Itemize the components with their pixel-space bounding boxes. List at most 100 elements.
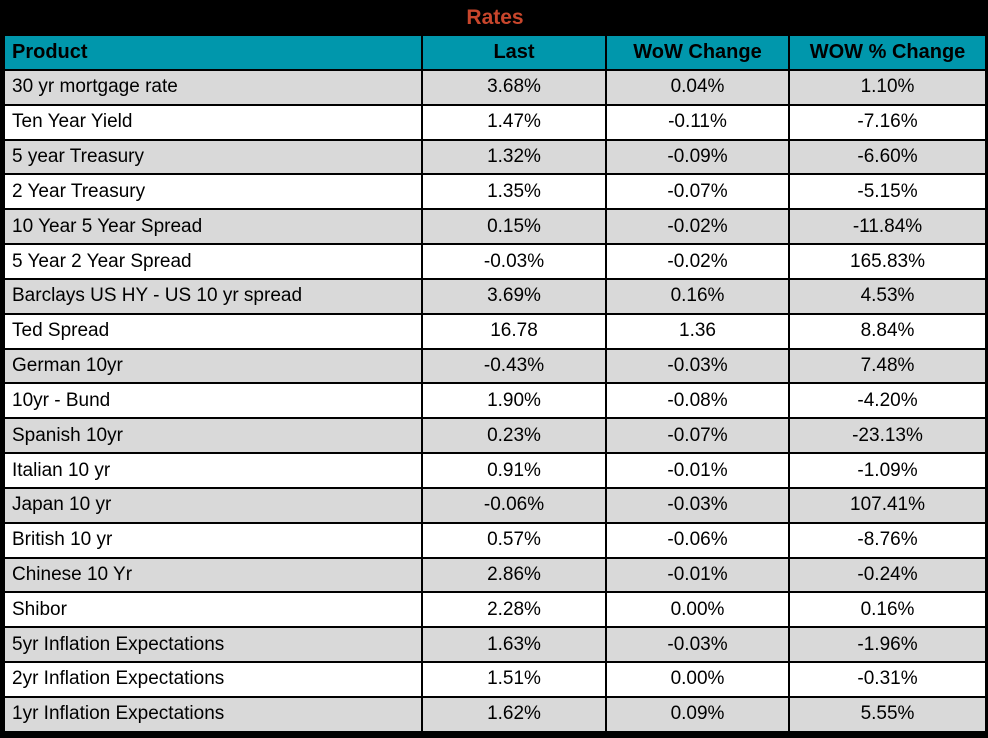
cell-wow-change: 0.00% [605, 661, 790, 698]
cell-wow-change: -0.01% [605, 556, 790, 594]
cell-wow-pct-change: -4.20% [787, 382, 985, 420]
cell-wow-pct-change: 8.84% [787, 312, 985, 350]
cell-wow-change: -0.02% [605, 243, 790, 280]
cell-last: -0.03% [421, 243, 607, 280]
cell-product: 10yr - Bund [3, 382, 423, 420]
cell-wow-change: 1.36 [605, 312, 790, 350]
table-row: Italian 10 yr 0.91% -0.01% -1.09% [3, 452, 985, 489]
cell-wow-pct-change: 5.55% [787, 695, 985, 733]
cell-product: German 10yr [3, 347, 423, 385]
cell-product: 10 Year 5 Year Spread [3, 208, 423, 246]
cell-last: 1.35% [421, 173, 607, 211]
cell-wow-pct-change: 0.16% [787, 591, 985, 629]
table-row: Japan 10 yr -0.06% -0.03% 107.41% [3, 486, 985, 524]
cell-product: 1yr Inflation Expectations [3, 695, 423, 733]
cell-wow-change: -0.09% [605, 138, 790, 176]
table-title: Rates [4, 0, 985, 36]
cell-last: 0.23% [421, 417, 607, 455]
table-row: 5 year Treasury 1.32% -0.09% -6.60% [3, 138, 985, 176]
cell-product: Ten Year Yield [3, 103, 423, 141]
table-row: 5yr Inflation Expectations 1.63% -0.03% … [3, 626, 985, 664]
cell-product: 5 year Treasury [3, 138, 423, 176]
cell-wow-change: 0.00% [605, 591, 790, 629]
cell-wow-change: -0.11% [605, 103, 790, 141]
cell-last: 1.47% [421, 103, 607, 141]
cell-wow-pct-change: -0.24% [787, 556, 985, 594]
cell-product: Ted Spread [3, 312, 423, 350]
cell-wow-pct-change: -1.96% [787, 626, 985, 664]
cell-wow-pct-change: -7.16% [787, 103, 985, 141]
table-row: 10yr - Bund 1.90% -0.08% -4.20% [3, 382, 985, 420]
cell-product: 5 Year 2 Year Spread [3, 243, 423, 280]
cell-wow-change: -0.03% [605, 347, 790, 385]
cell-wow-change: -0.07% [605, 173, 790, 211]
cell-wow-pct-change: 7.48% [787, 347, 985, 385]
cell-wow-pct-change: 107.41% [787, 486, 985, 524]
cell-product: 5yr Inflation Expectations [3, 626, 423, 664]
cell-wow-pct-change: -0.31% [787, 661, 985, 698]
cell-last: 0.57% [421, 521, 607, 559]
cell-last: 1.32% [421, 138, 607, 176]
cell-last: 2.86% [421, 556, 607, 594]
rates-data-grid: Rates Product Last WoW Change WOW % Chan… [3, 0, 985, 733]
table-row: Barclays US HY - US 10 yr spread 3.69% 0… [3, 277, 985, 315]
cell-product: Spanish 10yr [3, 417, 423, 455]
cell-product: Japan 10 yr [3, 486, 423, 524]
cell-wow-change: -0.03% [605, 486, 790, 524]
cell-wow-change: 0.04% [605, 69, 790, 106]
cell-last: 0.15% [421, 208, 607, 246]
cell-wow-pct-change: -23.13% [787, 417, 985, 455]
table-title-row: Rates [4, 0, 985, 36]
cell-last: 3.69% [421, 277, 607, 315]
cell-wow-pct-change: -11.84% [787, 208, 985, 246]
cell-last: -0.06% [421, 486, 607, 524]
cell-last: -0.43% [421, 347, 607, 385]
table-row: 30 yr mortgage rate 3.68% 0.04% 1.10% [3, 69, 985, 106]
cell-product: Shibor [3, 591, 423, 629]
cell-product: 2yr Inflation Expectations [3, 661, 423, 698]
table-row: Ten Year Yield 1.47% -0.11% -7.16% [3, 103, 985, 141]
cell-wow-pct-change: 1.10% [787, 69, 985, 106]
cell-wow-pct-change: -6.60% [787, 138, 985, 176]
cell-last: 1.63% [421, 626, 607, 664]
cell-wow-pct-change: -8.76% [787, 521, 985, 559]
column-header-last: Last [421, 36, 607, 71]
cell-wow-change: 0.16% [605, 277, 790, 315]
cell-last: 0.91% [421, 452, 607, 489]
table-row: 2 Year Treasury 1.35% -0.07% -5.15% [3, 173, 985, 211]
cell-last: 16.78 [421, 312, 607, 350]
cell-product: Chinese 10 Yr [3, 556, 423, 594]
cell-product: Italian 10 yr [3, 452, 423, 489]
cell-last: 1.62% [421, 695, 607, 733]
column-header-wow-pct-change: WOW % Change [787, 36, 985, 71]
table-row: 5 Year 2 Year Spread -0.03% -0.02% 165.8… [3, 243, 985, 280]
cell-last: 1.90% [421, 382, 607, 420]
cell-product: Barclays US HY - US 10 yr spread [3, 277, 423, 315]
table-row: 2yr Inflation Expectations 1.51% 0.00% -… [3, 661, 985, 698]
cell-wow-change: -0.06% [605, 521, 790, 559]
table-row: Ted Spread 16.78 1.36 8.84% [3, 312, 985, 350]
table-row: German 10yr -0.43% -0.03% 7.48% [3, 347, 985, 385]
cell-last: 1.51% [421, 661, 607, 698]
column-header-wow-change: WoW Change [605, 36, 790, 71]
cell-wow-change: -0.03% [605, 626, 790, 664]
table-row: British 10 yr 0.57% -0.06% -8.76% [3, 521, 985, 559]
table-row: Chinese 10 Yr 2.86% -0.01% -0.24% [3, 556, 985, 594]
table-row: Spanish 10yr 0.23% -0.07% -23.13% [3, 417, 985, 455]
cell-wow-change: -0.08% [605, 382, 790, 420]
cell-wow-pct-change: 165.83% [787, 243, 985, 280]
table-header-row: Product Last WoW Change WOW % Change [3, 36, 985, 71]
cell-product: 30 yr mortgage rate [3, 69, 423, 106]
table-row: 1yr Inflation Expectations 1.62% 0.09% 5… [3, 695, 985, 733]
cell-last: 2.28% [421, 591, 607, 629]
cell-wow-change: -0.07% [605, 417, 790, 455]
cell-product: British 10 yr [3, 521, 423, 559]
table-body: 30 yr mortgage rate 3.68% 0.04% 1.10% Te… [3, 69, 985, 733]
cell-last: 3.68% [421, 69, 607, 106]
cell-wow-pct-change: -5.15% [787, 173, 985, 211]
cell-product: 2 Year Treasury [3, 173, 423, 211]
cell-wow-pct-change: -1.09% [787, 452, 985, 489]
table-row: 10 Year 5 Year Spread 0.15% -0.02% -11.8… [3, 208, 985, 246]
column-header-product: Product [3, 36, 423, 71]
